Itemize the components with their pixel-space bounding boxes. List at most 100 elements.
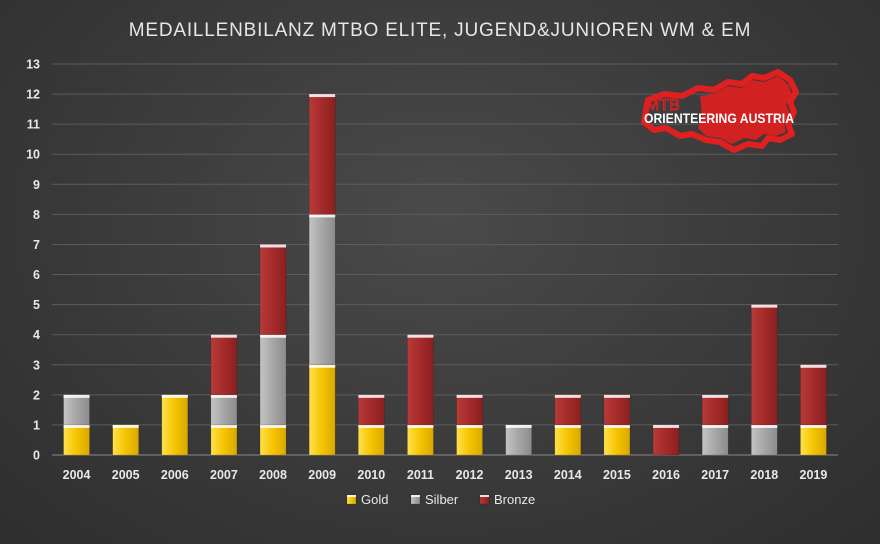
bar-segment-bronze — [554, 394, 582, 426]
bar-segment-silber — [210, 394, 238, 426]
y-tick-label: 9 — [33, 178, 40, 192]
y-tick-label: 5 — [33, 298, 40, 312]
austria-map-shape — [641, 69, 799, 153]
bar-segment-highlight — [505, 424, 532, 428]
bar-segment-highlight — [210, 424, 237, 428]
bar-segment-gold — [407, 424, 434, 456]
bars — [63, 93, 827, 456]
bar-segment-silber — [701, 424, 729, 456]
bar-segment-bronze — [210, 334, 238, 396]
y-tick-label: 8 — [33, 208, 40, 222]
bar-segment-bronze — [800, 364, 827, 426]
bar-segment-highlight — [800, 424, 827, 428]
legend: Gold Silber Bronze — [346, 492, 535, 507]
legend-label-bronze: Bronze — [494, 492, 535, 507]
bar-segment-bronze — [259, 244, 287, 335]
bar-segment-bronze — [701, 394, 729, 426]
x-tick-label: 2013 — [505, 468, 533, 482]
y-tick-label: 11 — [27, 118, 40, 132]
austria-map-fill — [698, 76, 792, 144]
x-tick-label: 2017 — [701, 468, 729, 482]
bar-segment-silber — [505, 424, 532, 456]
legend-label-silber: Silber — [425, 492, 459, 507]
bar-segment-highlight — [260, 334, 287, 338]
bar-segment-highlight — [702, 424, 729, 428]
bar-segment-silber — [63, 394, 90, 426]
bar-segment-highlight — [554, 424, 581, 428]
bar-segment-highlight — [702, 394, 729, 398]
bar-segment-highlight — [751, 304, 778, 308]
y-tick-label: 4 — [33, 328, 40, 342]
bar-segment-gold — [554, 424, 582, 456]
x-tick-label: 2009 — [308, 468, 336, 482]
bar-segment-silber — [308, 214, 336, 366]
bar-segment-bronze — [456, 394, 483, 426]
bar-segment-gold — [210, 424, 238, 456]
bar-segment-silber — [259, 334, 287, 426]
legend-swatch-highlight — [480, 495, 489, 497]
bar-segment-highlight — [800, 364, 827, 368]
y-tick-label: 12 — [26, 88, 40, 102]
x-tick-label: 2018 — [750, 468, 778, 482]
y-tick-label: 2 — [33, 388, 40, 402]
x-tick-label: 2016 — [652, 468, 680, 482]
bar-segment-highlight — [309, 94, 336, 98]
bar-segment-highlight — [456, 424, 483, 428]
bar-segment-highlight — [210, 334, 237, 338]
bar-segment-highlight — [260, 244, 287, 248]
x-tick-label: 2019 — [800, 468, 828, 482]
bar-segment-gold — [800, 424, 827, 456]
x-tick-label: 2014 — [554, 468, 582, 482]
bar-segment-gold — [603, 424, 631, 456]
bar-segment-gold — [161, 394, 189, 456]
bar-segment-highlight — [112, 424, 139, 428]
y-tick-label: 10 — [26, 148, 40, 162]
bar-segment-highlight — [603, 394, 630, 398]
bar-segment-gold — [308, 364, 336, 456]
x-tick-label: 2007 — [210, 468, 238, 482]
bar-segment-bronze — [308, 93, 336, 215]
bar-segment-bronze — [407, 334, 434, 426]
bar-segment-highlight — [554, 394, 581, 398]
y-tick-label: 0 — [33, 449, 40, 463]
bar-segment-highlight — [309, 364, 336, 368]
legend-swatch-highlight — [411, 495, 420, 497]
y-tick-label: 6 — [33, 268, 40, 282]
bar-segment-gold — [456, 424, 483, 456]
bar-segment-highlight — [653, 424, 680, 428]
bar-segment-highlight — [210, 394, 237, 398]
x-tick-label: 2011 — [407, 468, 434, 482]
y-tick-label: 1 — [33, 418, 40, 432]
bar-segment-bronze — [603, 394, 631, 426]
bar-segment-bronze — [652, 424, 680, 456]
x-tick-label: 2015 — [603, 468, 631, 482]
bar-segment-bronze — [358, 394, 385, 426]
legend-swatch-highlight — [347, 495, 356, 497]
x-tick-label: 2010 — [357, 468, 385, 482]
y-tick-label: 3 — [33, 358, 40, 372]
bar-segment-highlight — [260, 424, 287, 428]
bar-segment-highlight — [309, 214, 336, 218]
bar-segment-highlight — [603, 424, 630, 428]
chart-title: MEDAILLENBILANZ MTBO ELITE, JUGEND&JUNIO… — [128, 20, 752, 41]
bar-segment-highlight — [407, 424, 434, 428]
bar-segment-highlight — [63, 424, 90, 428]
bar-segment-gold — [259, 424, 287, 456]
x-tick-label: 2006 — [161, 468, 189, 482]
bar-segment-gold — [112, 424, 139, 456]
bar-segment-highlight — [63, 394, 90, 398]
x-tick-label: 2005 — [112, 468, 140, 482]
bar-segment-silber — [751, 424, 778, 456]
bar-segment-gold — [358, 424, 385, 456]
bar-segment-highlight — [161, 394, 188, 398]
y-tick-label: 13 — [26, 58, 40, 72]
bar-segment-gold — [63, 424, 90, 456]
bar-segment-highlight — [358, 424, 385, 428]
x-tick-label: 2008 — [259, 468, 287, 482]
y-tick-label: 7 — [33, 238, 40, 252]
orienteering-austria-logo: MTB ORIENTEERING AUSTRIA — [641, 69, 799, 153]
bar-segment-highlight — [407, 334, 434, 338]
bar-segment-bronze — [751, 304, 778, 426]
bar-segment-highlight — [456, 394, 483, 398]
bar-segment-highlight — [751, 424, 778, 428]
